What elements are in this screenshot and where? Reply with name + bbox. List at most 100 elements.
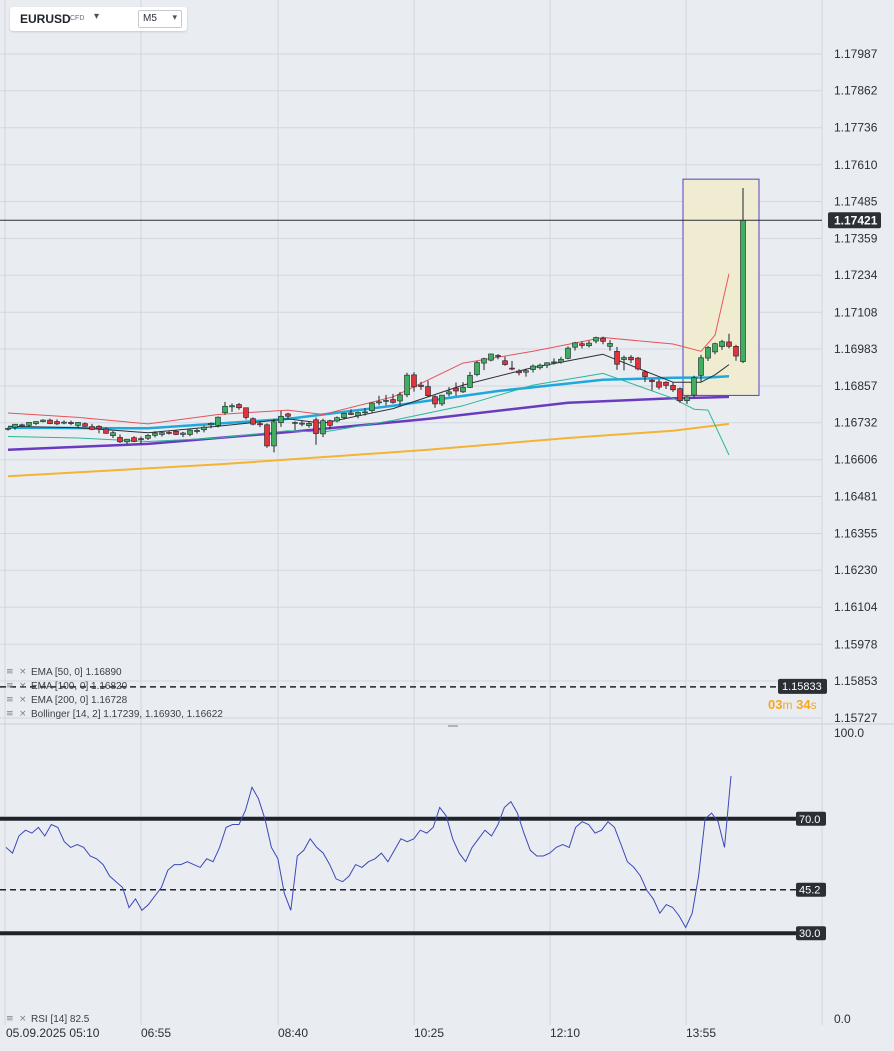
timeframe-select[interactable]: M5 ▾	[138, 10, 182, 28]
price-tick-label: 1.17108	[834, 305, 878, 319]
countdown-minutes: 03	[768, 697, 783, 712]
bollinger-lower-line	[7, 372, 730, 456]
indicator-label: EMA [100, 0] 1.16820	[31, 681, 128, 692]
indicator-legend: ≡ × EMA [50, 0] 1.16890 ≡ × EMA [100, 0] 1.16…	[6, 667, 223, 720]
candle-body	[257, 423, 263, 426]
price-tick-label: 1.17862	[834, 84, 878, 98]
candle-body	[425, 386, 431, 396]
candle-body	[537, 364, 543, 369]
candle-body	[719, 341, 725, 347]
candle-body	[481, 358, 487, 364]
candle-body	[705, 347, 711, 359]
candle-body	[236, 404, 242, 409]
price-tick-label: 1.16606	[834, 453, 878, 467]
ema200-line	[7, 422, 730, 478]
candle-body	[593, 337, 599, 342]
candle-body	[600, 337, 606, 342]
indicator-lines	[7, 273, 730, 478]
indicator-label: EMA [200, 0] 1.16728	[31, 695, 128, 706]
current-price-label: 1.17421	[834, 213, 878, 227]
candle-body	[320, 420, 326, 435]
candle-body	[495, 355, 501, 357]
price-tick-label: 1.17485	[834, 194, 878, 208]
time-tick-label: 12:10	[550, 1026, 580, 1040]
highlight-rectangle	[682, 178, 760, 396]
price-tick-label: 1.16104	[834, 600, 878, 614]
rsi-level-label: 45.2	[799, 885, 820, 897]
chevron-down-icon: ▾	[172, 12, 177, 22]
candle-body	[145, 435, 151, 439]
price-tick-label: 1.16230	[834, 563, 878, 577]
candle-body	[194, 430, 200, 432]
candle-body	[334, 417, 340, 422]
close-icon: ×	[19, 681, 27, 691]
candle-body	[271, 421, 277, 447]
candle-body	[439, 394, 445, 405]
candle-body	[467, 375, 473, 388]
candle-body	[264, 424, 270, 447]
settings-icon: ≡	[6, 695, 14, 705]
candle-body	[376, 401, 382, 404]
indicator-label: EMA [50, 0] 1.16890	[31, 667, 122, 678]
candles	[5, 187, 746, 453]
candle-body	[229, 405, 235, 408]
rsi-level-tag	[796, 811, 826, 826]
candle-body	[61, 421, 67, 424]
timeframe-value: M5	[143, 13, 157, 24]
candle-body	[642, 371, 648, 377]
candle-body	[530, 365, 536, 370]
candle-body	[502, 360, 508, 365]
time-tick-label: 10:25	[414, 1026, 444, 1040]
highlight-box	[682, 178, 760, 396]
candle-body	[607, 343, 613, 347]
rsi-line	[5, 775, 732, 929]
candle-body	[124, 438, 130, 443]
candle-body	[649, 379, 655, 382]
candle-body	[362, 411, 368, 414]
candle-body	[89, 426, 95, 430]
candle-body	[726, 341, 732, 347]
rsi-level-tag	[796, 882, 826, 897]
price-tick-label: 1.16732	[834, 416, 878, 430]
candle-body	[47, 419, 53, 424]
candle-body	[621, 357, 627, 360]
candle-countdown: 03m 34s	[768, 697, 817, 712]
candle-body	[222, 405, 228, 414]
candle-body	[187, 429, 193, 435]
rsi-tick-label: 100.0	[834, 726, 864, 740]
time-tick-label: 06:55	[141, 1026, 171, 1040]
candle-body	[698, 357, 704, 376]
candle-body	[670, 385, 676, 391]
candle-body	[166, 432, 172, 434]
symbol-caret-icon[interactable]: ▾	[94, 11, 100, 22]
symbol-box[interactable]: EURUSD CFD ▾ M5 ▾	[10, 7, 187, 31]
candle-body	[96, 425, 102, 430]
candle-body	[635, 357, 641, 370]
settings-icon: ≡	[6, 681, 14, 691]
candle-body	[131, 437, 137, 442]
candle-body	[327, 420, 333, 426]
candle-body	[474, 362, 480, 375]
price-tick-label: 1.15853	[834, 674, 878, 688]
candle-body	[250, 418, 256, 425]
time-tick-label: 13:55	[686, 1026, 716, 1040]
candle-body	[509, 367, 515, 370]
rsi-pane: 100.0 0.0 70.0 45.2 30.0 ≡ × RSI [14] 82.5	[0, 726, 864, 1026]
candle-body	[68, 422, 74, 424]
candle-body	[586, 342, 592, 347]
countdown-seconds-unit: s	[810, 698, 817, 712]
price-tick-label: 1.16481	[834, 489, 878, 503]
time-tick-label: 08:40	[278, 1026, 308, 1040]
candle-body	[215, 416, 221, 426]
price-tick-label: 1.17987	[834, 47, 878, 61]
candle-body	[397, 394, 403, 402]
countdown-seconds: 34	[796, 697, 811, 712]
price-axis: 1.17987 1.17862 1.17736 1.17610 1.17485 1.173…	[0, 47, 881, 725]
candle-body	[243, 407, 249, 418]
candle-body	[488, 353, 494, 361]
candle-body	[33, 421, 39, 424]
candle-body	[383, 400, 389, 402]
candle-body	[453, 387, 459, 392]
candle-body	[208, 423, 214, 426]
